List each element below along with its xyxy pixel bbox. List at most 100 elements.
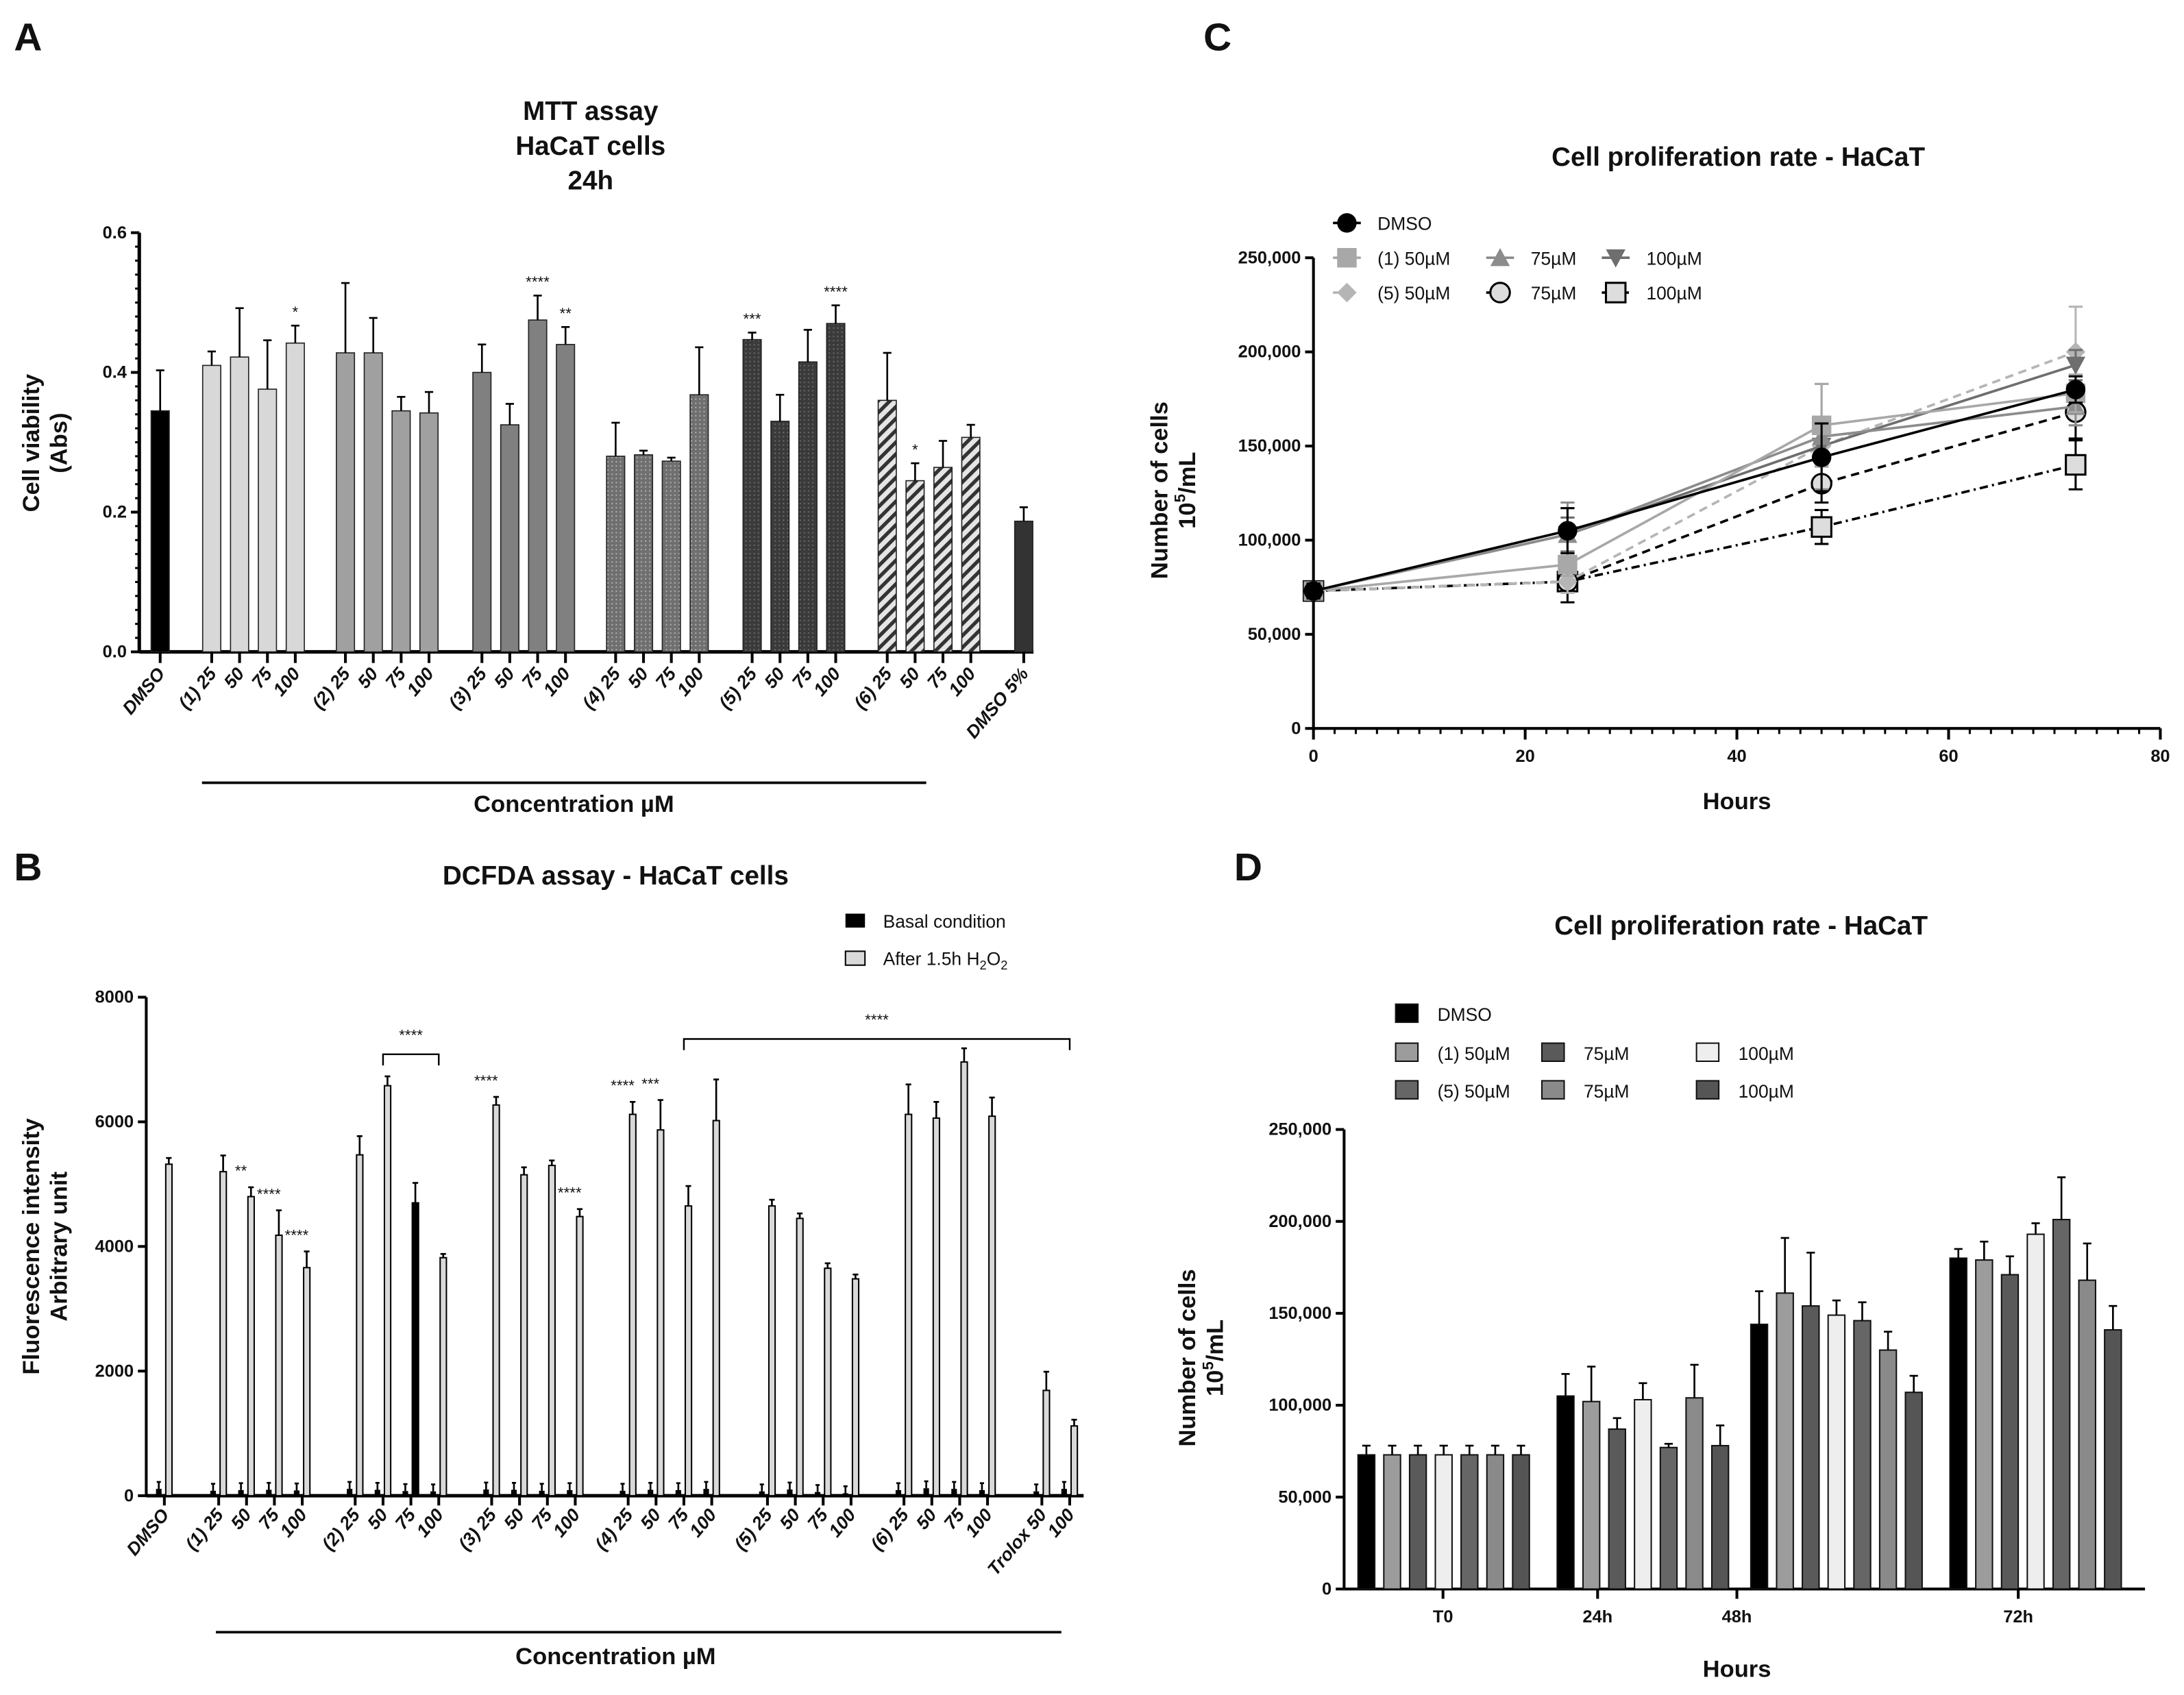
legend-swatch-h2o2 [844, 950, 866, 966]
bar-h2o2 [768, 1205, 776, 1497]
bar-basal [895, 1489, 902, 1496]
series-line [1313, 392, 2076, 593]
superscript: 5 [1172, 494, 1189, 502]
legend-label: (5) 50µM [1438, 1081, 1510, 1102]
bar-basal [703, 1489, 709, 1496]
marker-open-square [1811, 516, 1832, 538]
chart-title: Cell proliferation rate - HaCaT [1551, 143, 1925, 172]
marker-triangle-down [1606, 249, 1625, 268]
legend-swatch [1695, 1080, 1720, 1100]
significance-label: * [293, 304, 299, 321]
y-tick-label: 250,000 [1268, 1120, 1332, 1139]
x-tick-label: 50 [636, 1505, 665, 1533]
superscript: 5 [1199, 1361, 1216, 1370]
legend-swatch [1395, 1080, 1419, 1100]
y-axis-label-line: 10 [1203, 1370, 1229, 1396]
bar-h2o2 [356, 1154, 364, 1497]
bar-basal [511, 1489, 517, 1496]
significance-label: **** [474, 1072, 498, 1089]
x-tick-label: 60 [1939, 747, 1958, 766]
x-tick-label: (5) 25 [730, 1505, 776, 1554]
bracket-label: **** [865, 1011, 889, 1028]
bar-basal [815, 1492, 821, 1496]
bar [336, 352, 356, 653]
bar [798, 361, 818, 653]
x-axis-label: Hours [1703, 1656, 1771, 1682]
legend-label: 100µM [1739, 1043, 1794, 1064]
y-tick-label: 4000 [95, 1237, 134, 1256]
subscript: 2 [1001, 958, 1007, 972]
chart-c-proliferation-line: Cell proliferation rate - HaCaT 0 20 40 60 80… [1146, 143, 2170, 815]
bar-basal [293, 1490, 299, 1496]
bar-basal [1061, 1489, 1067, 1496]
x-tick-label: 80 [2150, 747, 2170, 766]
y-tick-label: 50,000 [1248, 625, 1301, 644]
legend-swatch [1395, 1003, 1419, 1024]
y-axis-label: Cell viability (Abs) [19, 373, 73, 512]
x-tick-label: (4) 25 [578, 663, 625, 713]
series-line [1313, 364, 2076, 593]
x-tick-label: 100 [961, 1505, 996, 1541]
x-tick-label: 50 [760, 663, 789, 692]
bar-h2o2 [932, 1117, 940, 1497]
bar-h2o2 [247, 1196, 255, 1497]
significance-label: **** [285, 1226, 309, 1244]
y-axis-label-line: 10 [1175, 502, 1201, 528]
y-tick-label: 6000 [95, 1113, 134, 1132]
series-line [1313, 463, 2076, 593]
bar-h2o2 [851, 1278, 860, 1497]
bar [419, 412, 439, 653]
bar-basal [759, 1491, 765, 1496]
bar-h2o2 [164, 1163, 173, 1497]
bar [1685, 1397, 1704, 1590]
bar [961, 436, 981, 653]
bar-basal [979, 1489, 985, 1496]
bar [1460, 1454, 1479, 1590]
bar-basal [539, 1490, 545, 1496]
x-tick-label: (6) 25 [850, 663, 896, 713]
legend-label: 75µM [1584, 1043, 1630, 1064]
x-axis-label: Hours [1703, 789, 1771, 815]
x-tick-label: 50 [624, 663, 652, 692]
bar [1802, 1305, 1820, 1590]
bar [1512, 1454, 1530, 1590]
bar [1878, 1349, 1898, 1590]
bar [742, 338, 762, 653]
marker-square [1558, 554, 1578, 575]
bar-basal [483, 1489, 489, 1496]
x-tick-label: 100 [1043, 1505, 1079, 1541]
bar-h2o2 [303, 1267, 311, 1497]
bar [1608, 1428, 1626, 1590]
bar-h2o2 [796, 1217, 804, 1497]
x-tick-label: 40 [1727, 747, 1746, 766]
y-tick-label: 0.4 [103, 363, 127, 382]
x-tick-label: 100 [944, 663, 980, 700]
bar [285, 342, 305, 653]
y-axis-label-line: Cell viability [19, 373, 45, 512]
y-axis-label: Number of cells 105/mL [1175, 1269, 1229, 1446]
bar [634, 454, 654, 653]
y-tick-label: 0.6 [103, 223, 127, 243]
bar-h2o2 [712, 1119, 720, 1497]
bar-h2o2 [520, 1174, 528, 1497]
bar [500, 424, 519, 653]
bar-basal [787, 1489, 793, 1496]
x-tick-label: 100 [824, 1505, 860, 1541]
x-tick-label: (3) 25 [445, 663, 491, 713]
bar-h2o2 [439, 1257, 447, 1497]
y-tick-label: 100,000 [1268, 1396, 1332, 1415]
x-tick-label: 50 [490, 663, 519, 692]
bar [1556, 1395, 1575, 1590]
y-tick-label: 250,000 [1238, 248, 1301, 267]
bar-basal [648, 1489, 654, 1496]
x-tick-label: 50 [500, 1505, 528, 1533]
bar-h2o2 [492, 1104, 500, 1497]
bar [1949, 1257, 1967, 1590]
series-line [1313, 350, 2076, 593]
bar-basal [923, 1488, 929, 1496]
x-tick-label: 100 [402, 663, 438, 700]
bar-h2o2 [411, 1202, 419, 1497]
marker-circle [1558, 521, 1578, 541]
bar [1014, 520, 1033, 653]
